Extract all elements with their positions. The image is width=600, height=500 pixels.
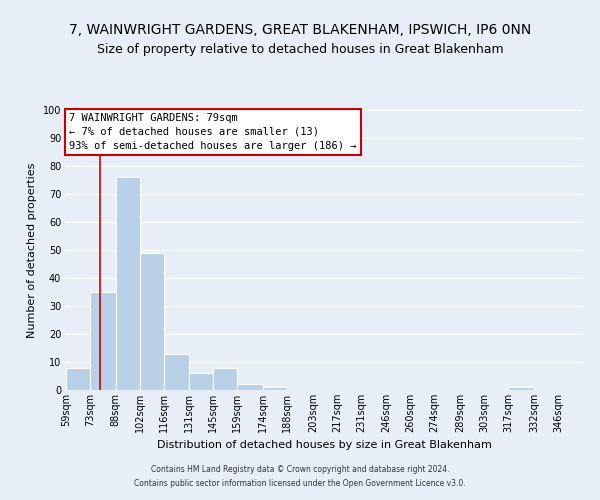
Bar: [508, 387, 534, 390]
Bar: [164, 354, 190, 390]
Text: Size of property relative to detached houses in Great Blakenham: Size of property relative to detached ho…: [97, 42, 503, 56]
Text: 7 WAINWRIGHT GARDENS: 79sqm
← 7% of detached houses are smaller (13)
93% of semi: 7 WAINWRIGHT GARDENS: 79sqm ← 7% of deta…: [70, 113, 357, 151]
Bar: [140, 253, 164, 390]
Text: Contains HM Land Registry data © Crown copyright and database right 2024.
Contai: Contains HM Land Registry data © Crown c…: [134, 466, 466, 487]
Bar: [190, 373, 214, 390]
Y-axis label: Number of detached properties: Number of detached properties: [27, 162, 37, 338]
Text: 7, WAINWRIGHT GARDENS, GREAT BLAKENHAM, IPSWICH, IP6 0NN: 7, WAINWRIGHT GARDENS, GREAT BLAKENHAM, …: [69, 22, 531, 36]
Bar: [66, 368, 90, 390]
Bar: [263, 387, 287, 390]
Bar: [90, 292, 116, 390]
Bar: [214, 368, 238, 390]
X-axis label: Distribution of detached houses by size in Great Blakenham: Distribution of detached houses by size …: [157, 440, 491, 450]
Bar: [116, 177, 140, 390]
Bar: [238, 384, 263, 390]
